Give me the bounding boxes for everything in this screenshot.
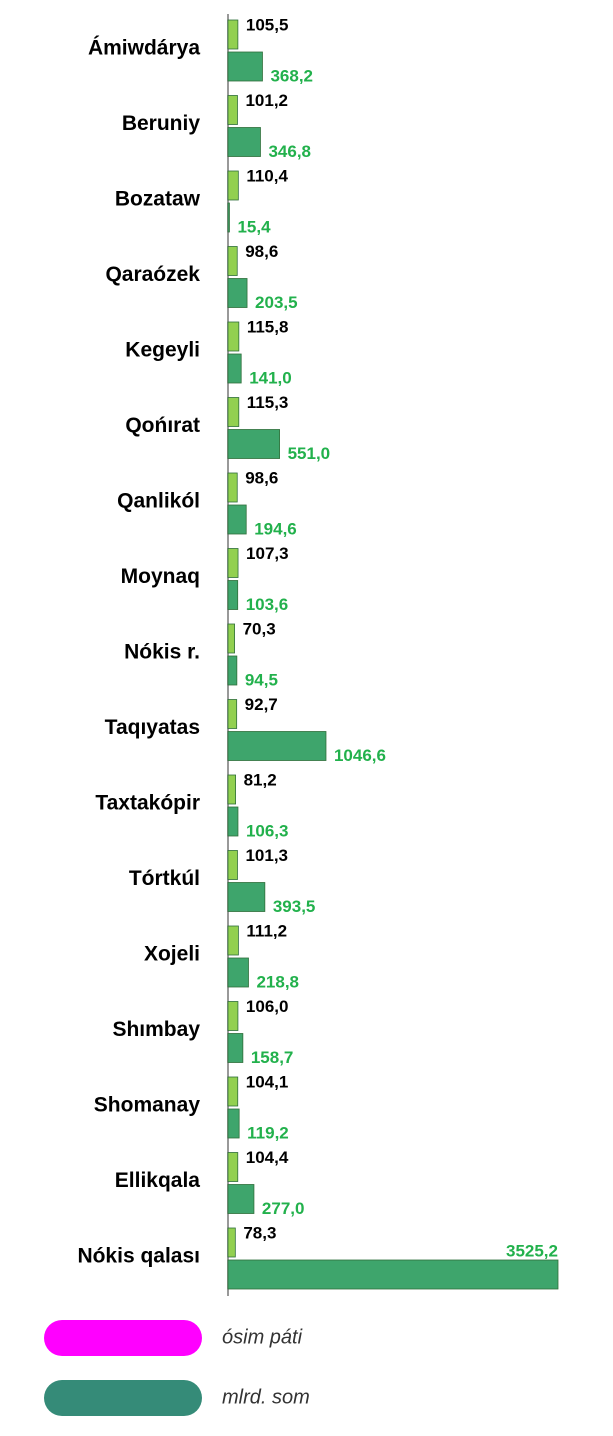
value-label: 115,3 [247,393,289,412]
value-label: 141,0 [249,368,292,387]
value-label: 104,1 [246,1072,289,1091]
bar [227,850,238,880]
legend-swatch [44,1380,202,1416]
value-label: 203,5 [255,293,298,312]
bar [227,925,239,956]
legend-label: mlrd. som [222,1386,310,1408]
value-label: 111,2 [246,921,287,940]
category-label: Taqıyatas [105,716,200,739]
bar [227,202,230,233]
value-label: 393,5 [273,897,316,916]
bar [227,699,238,729]
bar [227,623,235,654]
value-label: 105,5 [246,15,289,34]
value-label: 104,4 [246,1148,289,1167]
value-label: 106,3 [246,821,289,840]
category-label: Bozataw [115,188,201,211]
value-label: 103,6 [246,595,289,614]
value-label: 101,3 [245,846,288,865]
value-label: 119,2 [247,1123,289,1142]
bar [227,95,238,125]
category-label: Nókis r. [124,641,200,664]
value-label: 70,3 [243,619,276,638]
category-label: Qanlikól [117,490,200,513]
bar [227,1259,559,1290]
bar [227,882,266,912]
category-label: Nókis qalası [77,1245,200,1268]
category-label: Taxtakópir [95,792,200,815]
legend-label: ósim páti [222,1326,303,1348]
bar [227,246,238,276]
bar [227,429,280,459]
value-label: 81,2 [244,770,277,789]
value-label: 194,6 [254,519,297,538]
value-label: 98,6 [245,242,278,261]
category-label: Kegeyli [125,339,200,362]
value-label: 92,7 [245,695,278,714]
category-label: Beruniy [122,112,201,135]
bar [227,731,327,761]
bar [227,957,249,988]
bar [227,51,263,82]
legend-swatch [44,1320,202,1356]
bar [227,806,239,837]
bar [227,1152,239,1182]
bar [227,1227,236,1258]
value-label: 101,2 [245,91,288,110]
category-label: Moynaq [121,565,200,588]
value-label: 78,3 [243,1223,276,1242]
bar [227,127,261,157]
bar [227,278,248,308]
value-label: 94,5 [245,670,278,689]
value-label: 110,4 [246,166,288,185]
category-label: Ámiwdárya [88,37,200,60]
category-label: Qaraózek [105,263,200,286]
value-label: 368,2 [270,66,313,85]
bar [227,1184,255,1214]
category-label: Qońırat [125,414,200,437]
value-label: 98,6 [245,468,278,487]
bar [227,1033,244,1063]
category-label: Ellikqala [115,1169,201,1192]
value-label: 115,8 [247,317,289,336]
value-label: 15,4 [237,217,271,236]
category-label: Xojeli [144,943,200,966]
bar [227,19,239,50]
value-label: 158,7 [251,1048,294,1067]
bar [227,353,242,384]
bar [227,548,239,578]
value-label: 1046,6 [334,746,386,765]
category-label: Tórtkúl [129,867,200,890]
bar [227,472,238,503]
bar [227,397,240,427]
bar [227,774,237,805]
bar [227,1108,240,1139]
value-label: 218,8 [256,972,299,991]
bar [227,504,247,535]
value-label: 3525,2 [506,1241,558,1260]
bar [227,655,238,686]
value-label: 277,0 [262,1199,305,1218]
value-label: 107,3 [246,544,289,563]
value-label: 551,0 [288,444,331,463]
value-label: 346,8 [268,142,311,161]
bar [227,580,239,610]
category-label: Shomanay [94,1094,201,1117]
bar [227,1076,239,1107]
bar [227,1001,239,1031]
bar [227,170,239,201]
value-label: 106,0 [246,997,289,1016]
category-label: Shımbay [112,1018,200,1041]
bar [227,321,240,352]
